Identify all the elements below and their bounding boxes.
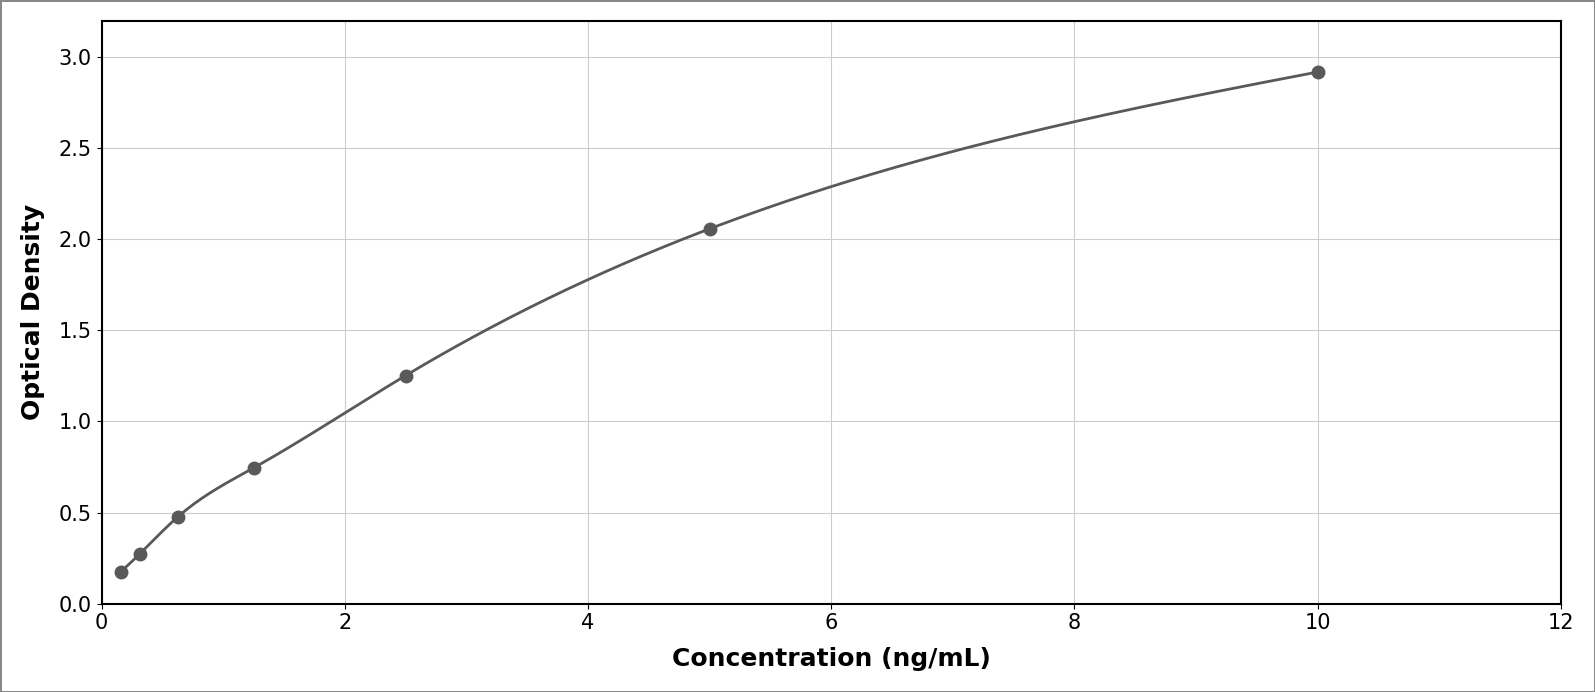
Point: [392, 370, 418, 381]
Point: [1305, 66, 1330, 78]
X-axis label: Concentration (ng/mL): Concentration (ng/mL): [671, 647, 990, 671]
Point: [697, 224, 723, 235]
Point: [241, 462, 266, 473]
Point: [164, 511, 190, 522]
Y-axis label: Optical Density: Optical Density: [21, 204, 45, 420]
Point: [128, 549, 153, 560]
Point: [108, 566, 134, 577]
